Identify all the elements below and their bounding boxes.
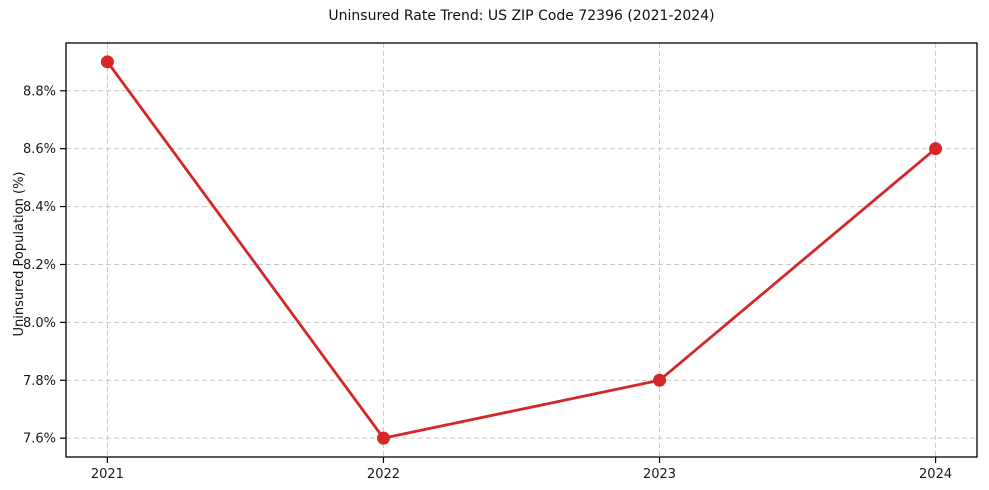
chart-title: Uninsured Rate Trend: US ZIP Code 72396 … [328, 8, 715, 24]
data-point-marker [376, 431, 390, 445]
x-tick-label: 2022 [367, 467, 400, 482]
y-tick-label: 8.8% [23, 84, 56, 99]
plot-border [65, 42, 978, 458]
y-tick-label: 8.2% [23, 258, 56, 273]
y-tick-label: 8.4% [23, 200, 56, 215]
trend-line [106, 60, 937, 440]
x-tick-label: 2023 [643, 467, 676, 482]
data-point-marker [653, 373, 667, 387]
x-tick-label: 2021 [91, 467, 124, 482]
y-tick-label: 8.0% [23, 316, 56, 331]
data-point-marker [100, 55, 114, 69]
y-tick-label: 7.6% [23, 432, 56, 447]
x-tick-label: 2024 [919, 467, 952, 482]
y-tick-label: 7.8% [23, 374, 56, 389]
y-tick-label: 8.6% [23, 142, 56, 157]
data-point-marker [929, 142, 943, 156]
